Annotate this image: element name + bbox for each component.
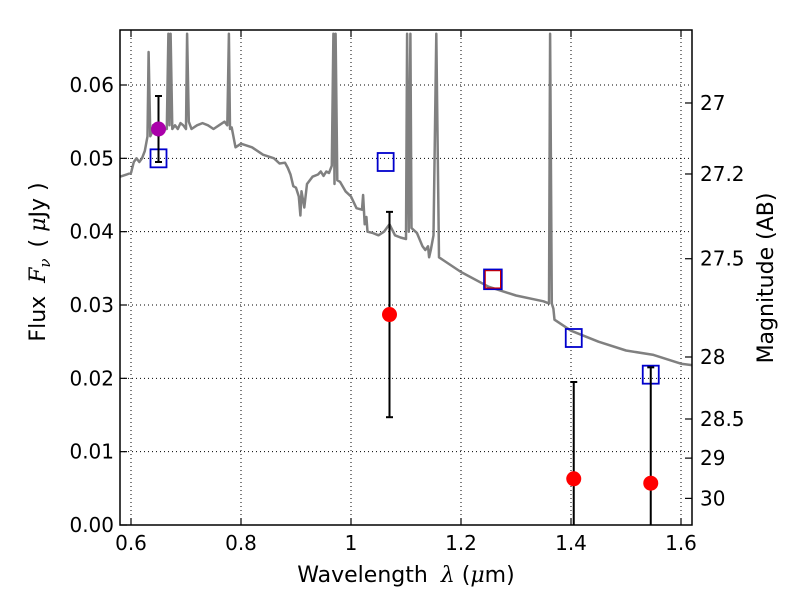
model-box-marker-outline [483, 268, 503, 291]
observed-point [566, 471, 582, 487]
x-axis-label-unit-mu: μ [470, 563, 484, 588]
spectrum-line [120, 32, 692, 367]
x-axis-label-symbol: λ [440, 563, 455, 588]
y2-tick-label: 30 [700, 486, 725, 510]
y-tick-label: 0.00 [69, 513, 114, 537]
x-tick-label: 1.4 [555, 531, 587, 555]
x-axis-label-unit-prefix: ( [462, 563, 471, 588]
y-axis-label-unit-suffix: Jy ) [26, 182, 51, 219]
y-tick-label: 0.02 [69, 366, 114, 390]
y-axis-label-unit-mu: μ [26, 218, 51, 232]
observed-point [151, 121, 166, 137]
y2-tick-label: 27 [700, 91, 725, 115]
y2-axis-label: Magnitude (AB) [754, 193, 779, 364]
y-axis-label-unit-prefix: ( [26, 239, 51, 248]
y2-tick-label: 28 [700, 345, 725, 369]
y2-tick-label: 27.5 [700, 247, 745, 271]
y-tick-label: 0.06 [69, 73, 114, 97]
y-tick-label: 0.05 [69, 146, 114, 170]
x-tick-label: 1.2 [445, 531, 477, 555]
y-tick-label: 0.04 [69, 220, 114, 244]
axes: 0.6 0.8 1 1.2 1.4 1.6 0.00 0.01 0.02 0.03 0.04 0.05… [69, 30, 745, 555]
x-tick-label: 0.8 [225, 531, 257, 555]
observed-point [382, 307, 397, 323]
y-axis-label-text: Flux [26, 296, 51, 342]
x-tick-label: 0.6 [115, 531, 147, 555]
plot-frame [119, 29, 693, 526]
y-axis-label-symbol: F [26, 267, 51, 284]
x-tick-label: 1 [345, 531, 358, 555]
y2-tick-label: 27.2 [700, 162, 745, 186]
model-box-marker [564, 328, 583, 348]
observed-point [643, 475, 659, 491]
y-axis-label: Flux Fν ( μJy ) [26, 182, 54, 341]
y2-tick-label: 28.5 [700, 407, 745, 431]
y-tick-label: 0.03 [69, 293, 114, 317]
x-tick-label: 1.6 [665, 531, 697, 555]
y-tick-label: 0.01 [69, 440, 114, 464]
y2-tick-label: 29 [700, 446, 725, 470]
x-axis-label-text: Wavelength [297, 563, 428, 588]
model-box-marker [376, 152, 395, 172]
y-axis-label-symbol-sub: ν [36, 258, 54, 267]
x-axis-label: Wavelength λ (μm) [297, 563, 514, 588]
x-axis-label-unit-suffix: m) [485, 563, 515, 588]
model-box-marker [483, 269, 502, 290]
plot-area [120, 32, 692, 525]
